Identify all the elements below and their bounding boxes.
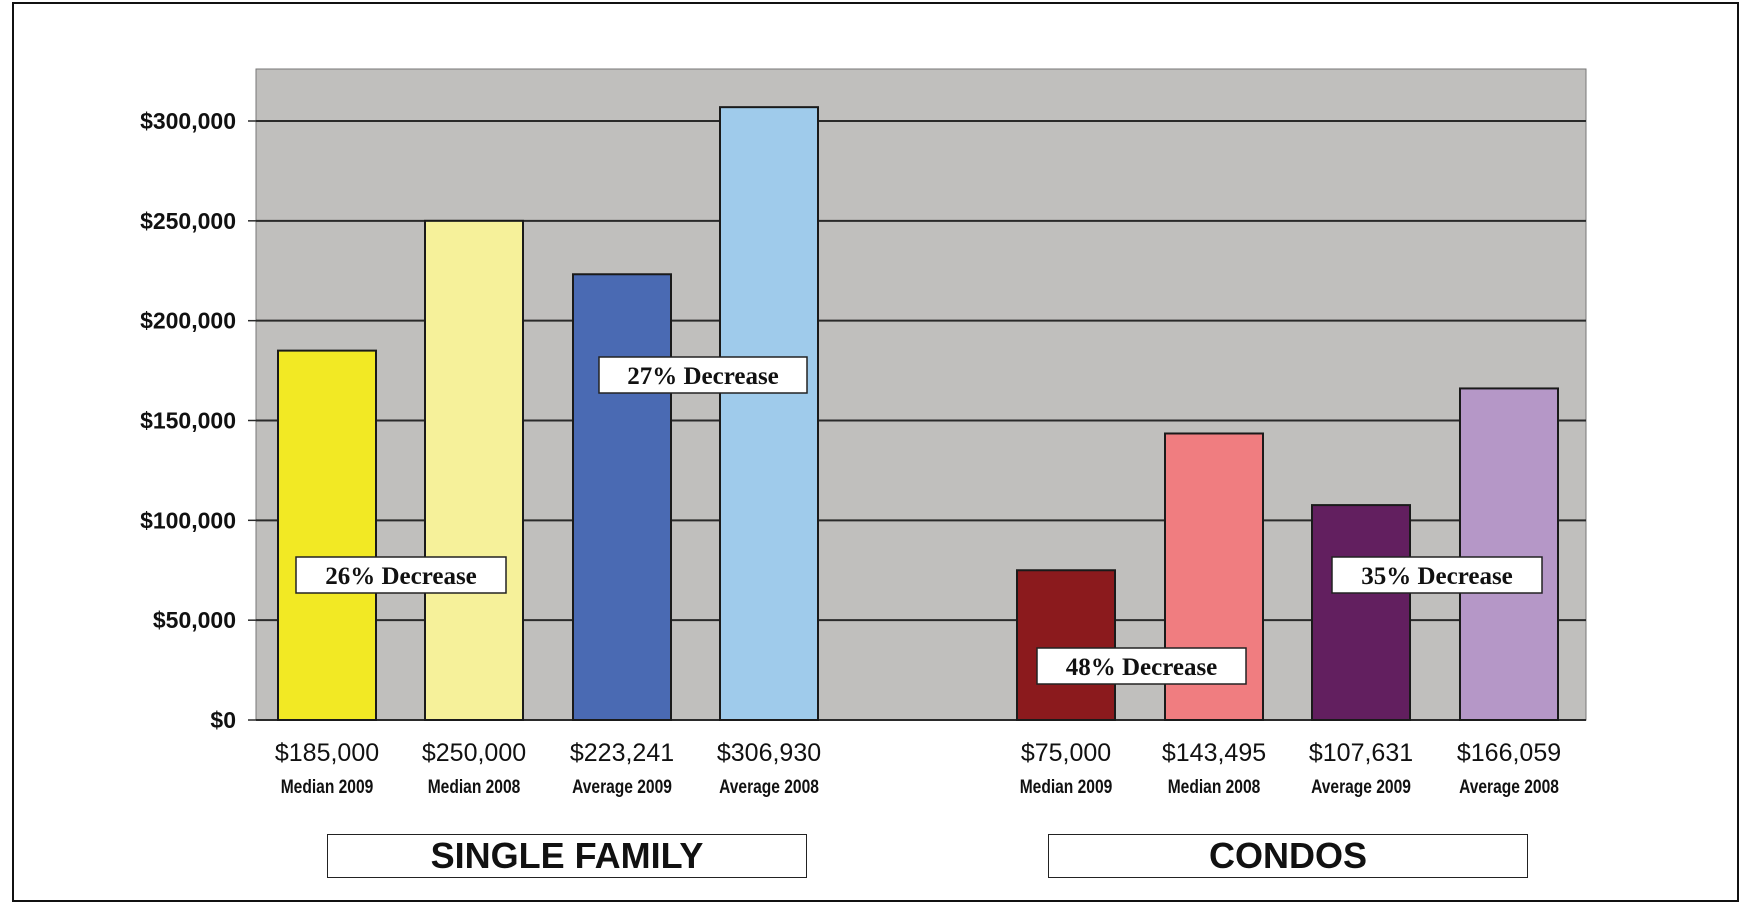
bar-value-label: $185,000 bbox=[275, 739, 379, 767]
y-tick-label: $300,000 bbox=[140, 108, 236, 134]
annotation-text: 27% Decrease bbox=[627, 363, 779, 390]
bar-category-label: Median 2008 bbox=[1168, 776, 1261, 798]
annotation-text: 26% Decrease bbox=[325, 563, 477, 590]
bar-value-label: $143,495 bbox=[1162, 739, 1266, 767]
y-tick-label: $100,000 bbox=[140, 507, 236, 533]
bar bbox=[572, 273, 672, 721]
bar bbox=[719, 106, 819, 722]
y-tick-label: $200,000 bbox=[140, 308, 236, 334]
bar-category-label: Average 2009 bbox=[572, 776, 672, 798]
bar bbox=[424, 219, 524, 721]
group-label-single-family: SINGLE FAMILY bbox=[327, 834, 807, 878]
bar-category-label: Average 2009 bbox=[1311, 776, 1411, 798]
y-tick-label: $250,000 bbox=[140, 208, 236, 234]
bar-value-label: $306,930 bbox=[717, 739, 821, 767]
bar-value-label: $75,000 bbox=[1021, 739, 1111, 767]
bar-category-label: Median 2009 bbox=[281, 776, 374, 798]
y-axis-ticks: $0 $50,000 $100,000 $150,000 $200,000 $250,00… bbox=[140, 108, 256, 733]
bar-value-label: $250,000 bbox=[422, 739, 526, 767]
y-tick-label: $50,000 bbox=[153, 607, 236, 633]
annotation-text: 48% Decrease bbox=[1066, 654, 1218, 681]
bar bbox=[1459, 387, 1559, 721]
annotation-box bbox=[1036, 647, 1247, 685]
bar bbox=[277, 349, 377, 721]
annotation-box bbox=[295, 556, 507, 594]
group-label-condos: CONDOS bbox=[1048, 834, 1528, 878]
bar-value-label: $223,241 bbox=[570, 739, 674, 767]
bar bbox=[1016, 569, 1116, 721]
bar bbox=[1311, 504, 1411, 721]
bar-category-label: Median 2009 bbox=[1020, 776, 1113, 798]
bar-category-label: Average 2008 bbox=[1459, 776, 1559, 798]
annotation-box bbox=[598, 356, 808, 394]
bar-labels: $185,000 Median 2009 $250,000 Median 2008 $2… bbox=[275, 739, 1561, 797]
bars bbox=[277, 106, 1559, 722]
annotation-text: 35% Decrease bbox=[1361, 563, 1513, 590]
annotations: 26% Decrease 27% Decrease 48% Decrease 35% … bbox=[295, 356, 1543, 685]
bar-category-label: Average 2008 bbox=[719, 776, 819, 798]
bar-category-label: Median 2008 bbox=[428, 776, 521, 798]
bar-value-label: $107,631 bbox=[1309, 739, 1413, 767]
bar-value-label: $166,059 bbox=[1457, 739, 1561, 767]
y-tick-label: $150,000 bbox=[140, 408, 236, 434]
annotation-box bbox=[1331, 556, 1543, 594]
y-tick-label: $0 bbox=[210, 707, 236, 733]
